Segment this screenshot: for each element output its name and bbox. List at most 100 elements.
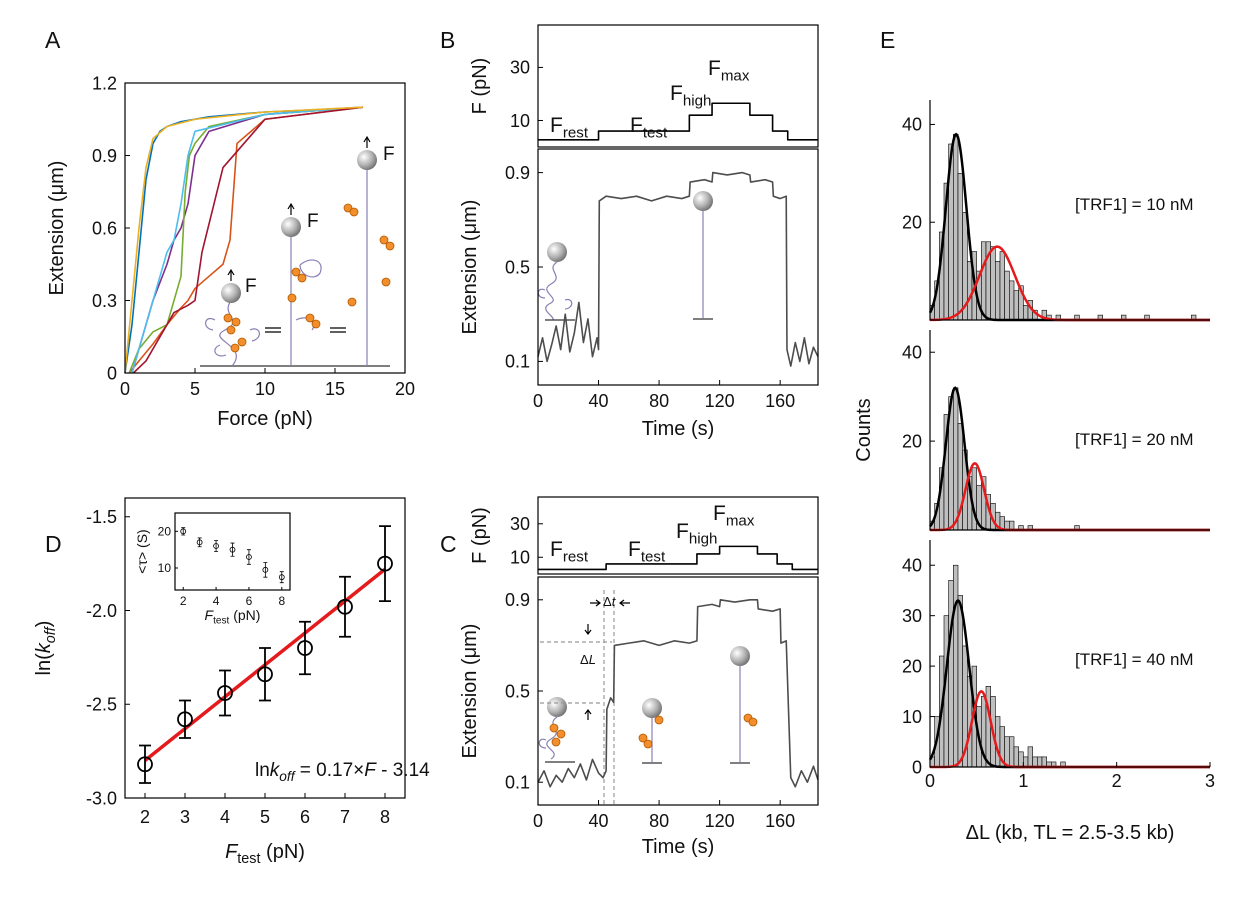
x-axis-label-part: test — [213, 616, 229, 627]
point — [297, 640, 313, 656]
annotation-part: F — [364, 760, 377, 781]
x-tick-label: 2 — [180, 594, 187, 608]
bar — [953, 133, 959, 321]
trace — [538, 545, 818, 571]
bar — [1018, 751, 1024, 768]
annotation-part: high — [683, 92, 712, 109]
panel-letter: C — [440, 531, 457, 557]
x-tick-label: 6 — [300, 807, 310, 827]
trace — [128, 106, 364, 374]
x-axis-label: Time (s) — [642, 418, 715, 440]
x-tick-label: 5 — [190, 379, 200, 399]
bar — [1027, 746, 1033, 768]
y-tick-label: 0 — [107, 363, 117, 383]
point — [229, 546, 236, 553]
x-axis-label-part: F — [225, 841, 239, 863]
y-tick-label: 0.5 — [505, 257, 530, 277]
trace — [128, 106, 364, 374]
annotation-part: F — [630, 114, 643, 137]
annotation: Ftest — [630, 114, 668, 141]
y-tick-label: 20 — [902, 656, 922, 676]
annotation-part: F — [550, 114, 563, 137]
y-tick-label: 30 — [510, 514, 530, 534]
y-axis-label-part: k — [33, 642, 55, 653]
x-tick-label: 5 — [260, 807, 270, 827]
y-tick-label: 40 — [902, 556, 922, 576]
annotation-part: max — [721, 67, 750, 84]
y-tick-label: -1.5 — [86, 507, 117, 527]
annotation: F — [307, 211, 319, 232]
y-tick-label: 0.9 — [505, 590, 530, 610]
annotation: Fmax — [713, 502, 755, 529]
y-tick-label: -3.0 — [86, 788, 117, 808]
point — [377, 555, 393, 572]
y-tick-label: 10 — [158, 561, 172, 575]
annotation-part: F — [708, 57, 721, 80]
annotation-part: F — [628, 538, 641, 561]
annotation: F — [245, 276, 257, 297]
annotation: Ftest — [628, 538, 666, 565]
annotation-part: off — [279, 769, 295, 784]
x-tick-label: 8 — [380, 807, 390, 827]
point — [177, 711, 193, 728]
bar — [1023, 305, 1029, 321]
bar — [957, 595, 963, 768]
x-tick-label: 160 — [765, 811, 795, 831]
annotation-part: t — [612, 594, 617, 609]
x-tick-label: 120 — [705, 391, 735, 411]
annotation-part: rest — [563, 124, 589, 141]
trace — [537, 599, 819, 788]
bar — [948, 580, 954, 768]
x-tick-label: 1 — [1018, 771, 1028, 791]
point — [137, 756, 153, 773]
x-tick-label: 160 — [765, 391, 795, 411]
bar — [1004, 736, 1010, 768]
trace — [538, 102, 818, 141]
x-tick-label: 0 — [925, 771, 935, 791]
annotation-part: F — [550, 538, 563, 561]
x-tick-label: 2 — [140, 807, 150, 827]
bar — [967, 261, 973, 321]
bar — [1004, 270, 1010, 321]
annotation: Fmax — [708, 57, 750, 84]
y-axis-label: F (pN) — [469, 507, 491, 564]
y-axis-label: Extension (μm) — [459, 200, 481, 335]
x-tick-label: 20 — [395, 379, 415, 399]
annotation: [TRF1] = 20 nM — [1075, 430, 1194, 449]
bar — [1037, 756, 1043, 768]
error-bar — [246, 549, 251, 565]
bar — [1013, 746, 1019, 768]
axes — [929, 330, 1210, 531]
annotation-part: test — [643, 124, 668, 141]
plot-frame — [174, 512, 291, 591]
error-bar — [139, 744, 151, 784]
panel-letter: D — [45, 531, 62, 557]
annotation-part: Δ — [603, 594, 612, 609]
y-axis-label: Extension (μm) — [46, 161, 68, 296]
x-axis-label: Force (pN) — [217, 408, 313, 430]
point — [262, 566, 269, 573]
x-tick-label: 0 — [533, 391, 543, 411]
point — [246, 554, 252, 560]
trace — [537, 171, 819, 367]
x-tick-label: 15 — [325, 379, 345, 399]
error-bar — [214, 540, 219, 552]
annotation-part: Δ — [580, 652, 589, 667]
cartoon-a — [200, 135, 395, 367]
annotation: ΔL — [580, 652, 596, 667]
error-bar — [263, 562, 268, 578]
annotation-part: high — [689, 530, 718, 547]
y-tick-label: -2.5 — [86, 695, 117, 715]
y-tick-label: 0.6 — [92, 218, 117, 238]
x-axis-label: ΔL (kb, TL = 2.5-3.5 kb) — [966, 822, 1175, 844]
y-tick-label: 30 — [902, 606, 922, 626]
y-tick-label: 40 — [902, 343, 922, 363]
error-bar — [379, 525, 391, 603]
annotation-part: max — [726, 512, 755, 529]
y-tick-label: 20 — [902, 431, 922, 451]
y-tick-label: 30 — [510, 58, 530, 78]
bar — [1009, 736, 1015, 768]
